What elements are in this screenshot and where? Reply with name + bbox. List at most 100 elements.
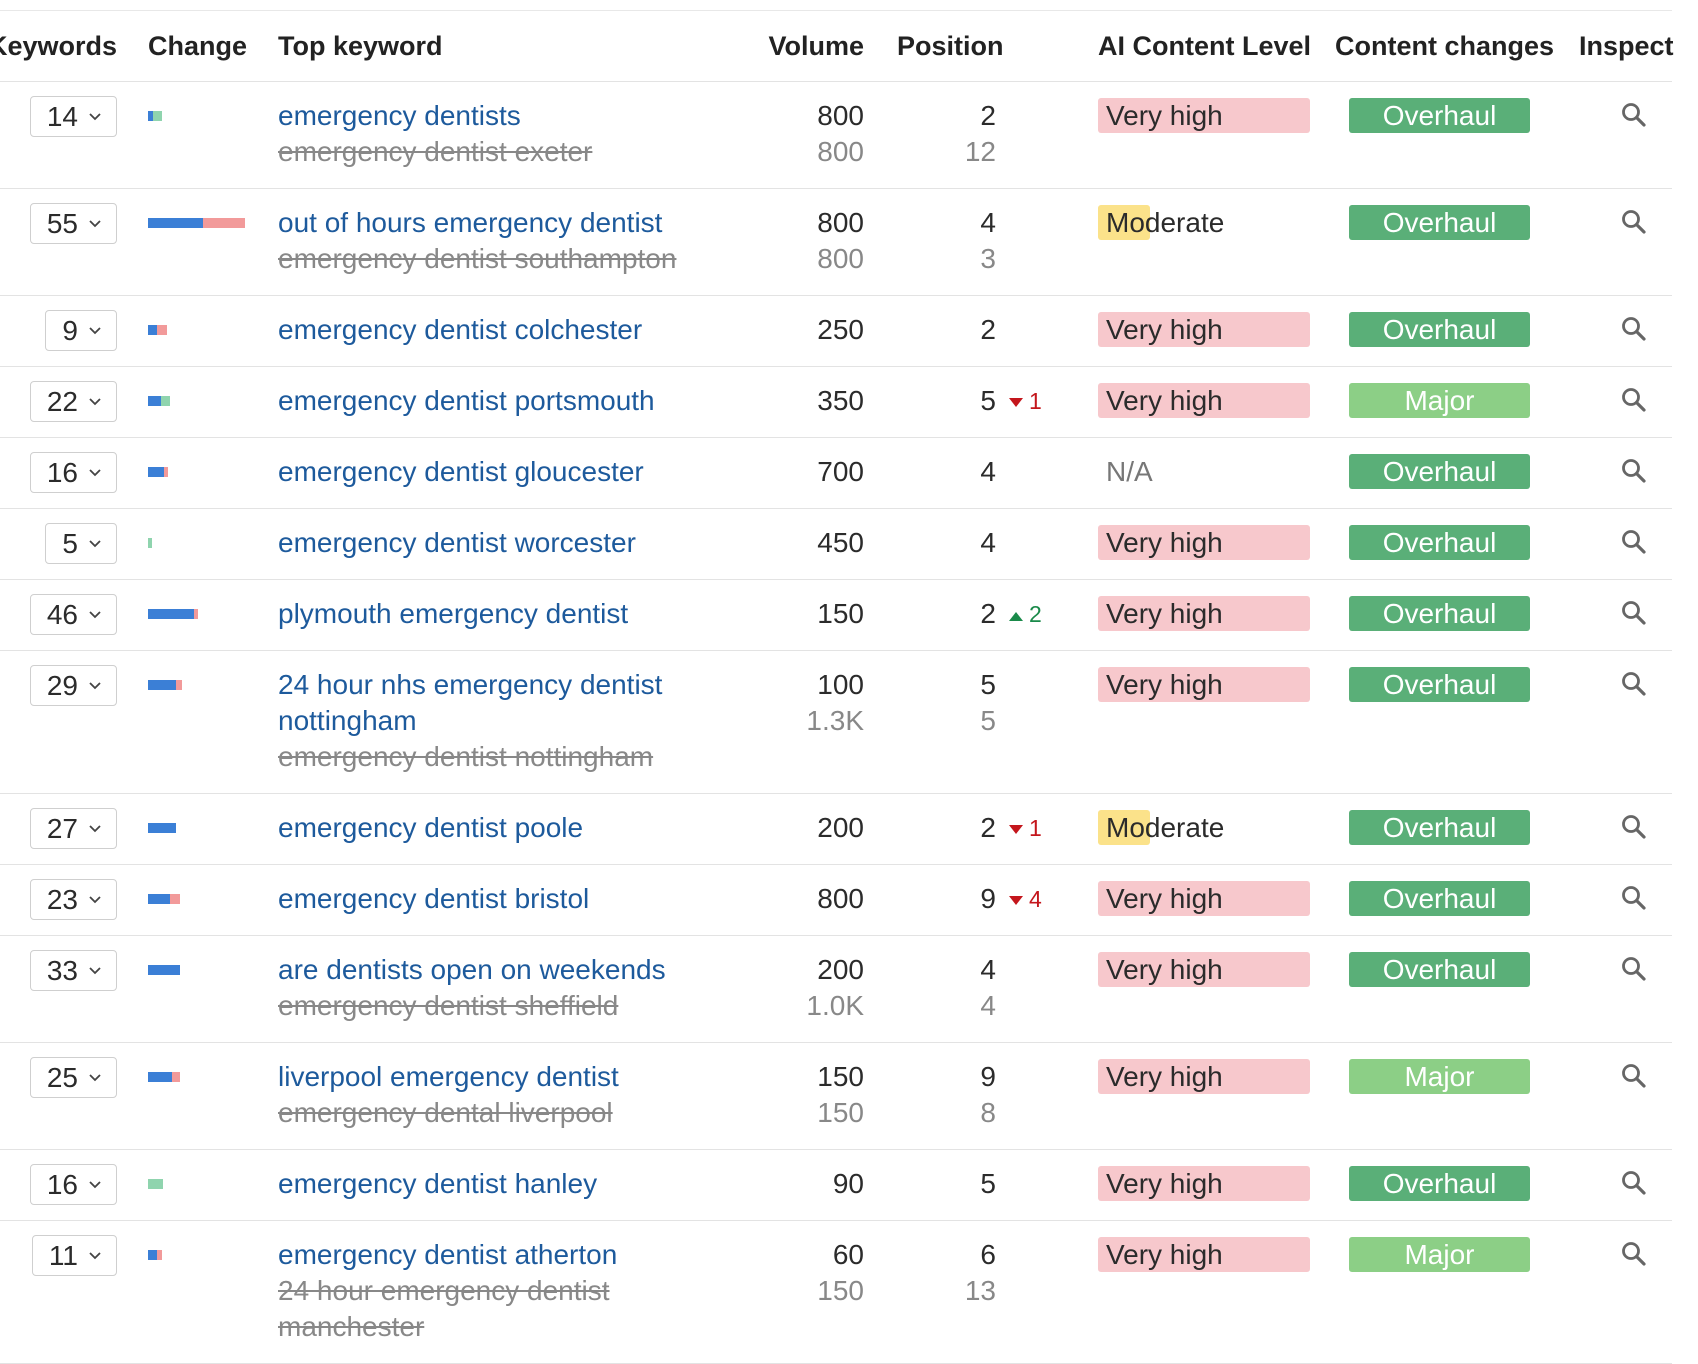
keywords-dropdown[interactable]: 14 xyxy=(29,96,117,137)
inspect-icon[interactable] xyxy=(1621,1063,1647,1089)
table-row: 11 emergency dentist atherton 24 hour emer… xyxy=(0,1221,1672,1364)
table-row: 27 emergency dentist poole 200 2 1 Moderate Ov… xyxy=(0,794,1672,865)
inspect-icon[interactable] xyxy=(1621,885,1647,911)
ai-level-text: Very high xyxy=(1106,1061,1223,1092)
position: 4 xyxy=(980,954,996,985)
keywords-dropdown[interactable]: 16 xyxy=(29,1164,117,1205)
change-bar xyxy=(148,1166,248,1202)
inspect-icon[interactable] xyxy=(1621,600,1647,626)
change-bar xyxy=(148,383,248,419)
keyword-link[interactable]: emergency dentist portsmouth xyxy=(278,385,655,416)
position-cell: 4 xyxy=(880,454,996,490)
position: 9 xyxy=(980,1061,996,1092)
table-row: 16 emergency dentist hanley 90 5 Very high Ov… xyxy=(0,1150,1672,1221)
inspect-icon[interactable] xyxy=(1621,956,1647,982)
keyword-link[interactable]: 24 hour nhs emergency dentist nottingham xyxy=(278,669,663,736)
inspect-icon[interactable] xyxy=(1621,1170,1647,1196)
change-arrow xyxy=(1009,612,1023,621)
keywords-dropdown[interactable]: 11 xyxy=(31,1235,117,1276)
keywords-count: 5 xyxy=(62,528,78,559)
inspect-icon[interactable] xyxy=(1621,102,1647,128)
keywords-dropdown[interactable]: 46 xyxy=(29,594,117,635)
change-arrow xyxy=(1009,896,1023,905)
keyword-link[interactable]: emergency dentist poole xyxy=(278,812,584,843)
ai-level-badge: N/A xyxy=(1098,454,1310,489)
content-changes-cell: Overhaul xyxy=(1349,205,1530,241)
keywords-dropdown[interactable]: 29 xyxy=(29,665,117,706)
ai-level-text: Moderate xyxy=(1106,812,1225,843)
chevron-icon xyxy=(89,397,101,405)
column-header: Top keyword xyxy=(278,31,443,61)
chevron-icon xyxy=(89,539,101,547)
keywords-dropdown[interactable]: 25 xyxy=(29,1057,117,1098)
keyword-link[interactable]: emergency dentist worcester xyxy=(278,527,636,558)
keywords-dropdown[interactable]: 27 xyxy=(29,808,117,849)
inspect-cell xyxy=(1621,1059,1661,1095)
volume: 800 xyxy=(817,100,864,131)
change-segment xyxy=(148,111,153,121)
inspect-icon[interactable] xyxy=(1621,387,1647,413)
volume: 150 xyxy=(817,1061,864,1092)
keywords-dropdown[interactable]: 23 xyxy=(29,879,117,920)
chevron-icon xyxy=(89,1251,101,1259)
ai-level-badge: Very high xyxy=(1098,1237,1310,1272)
keywords-dropdown[interactable]: 55 xyxy=(29,203,117,244)
keywords-dropdown[interactable]: 5 xyxy=(45,523,117,564)
keyword-link[interactable]: are dentists open on weekends xyxy=(278,954,666,985)
volume-cell: 200 xyxy=(730,810,864,846)
volume-cell: 60 150 xyxy=(730,1237,864,1309)
position-change-value: 1 xyxy=(1029,388,1042,414)
change-segment xyxy=(176,680,182,690)
keyword-link[interactable]: emergency dentist atherton xyxy=(278,1239,618,1270)
content-changes-cell: Major xyxy=(1349,1059,1530,1095)
keywords-count: 22 xyxy=(46,386,78,417)
column-header: Content changes xyxy=(1335,31,1555,61)
keyword-link[interactable]: plymouth emergency dentist xyxy=(278,598,629,629)
change-segment xyxy=(148,1072,172,1082)
content-changes-badge: Overhaul xyxy=(1349,312,1530,347)
keywords-dropdown[interactable]: 9 xyxy=(45,310,117,351)
ai-level-text: Moderate xyxy=(1106,207,1225,238)
inspect-icon[interactable] xyxy=(1621,1241,1647,1267)
keywords-cell: 55 xyxy=(0,203,117,244)
change-bar xyxy=(148,1059,248,1095)
position: 4 xyxy=(980,527,996,558)
content-changes-badge: Overhaul xyxy=(1349,667,1530,702)
keywords-cell: 9 xyxy=(0,310,117,351)
chevron-icon xyxy=(89,1073,101,1081)
inspect-icon[interactable] xyxy=(1621,316,1647,342)
previous-position: 3 xyxy=(980,243,996,274)
keyword-link[interactable]: emergency dentist hanley xyxy=(278,1168,598,1199)
keyword-link[interactable]: emergency dentist gloucester xyxy=(278,456,644,487)
keyword-link[interactable]: out of hours emergency dentist xyxy=(278,207,663,238)
previous-volume: 1.0K xyxy=(806,990,864,1021)
change-bar xyxy=(148,881,248,917)
keywords-dropdown[interactable]: 33 xyxy=(29,950,117,991)
inspect-icon[interactable] xyxy=(1621,209,1647,235)
inspect-icon[interactable] xyxy=(1621,671,1647,697)
ai-level-text: Very high xyxy=(1106,527,1223,558)
keywords-dropdown[interactable]: 22 xyxy=(29,381,117,422)
keywords-dropdown[interactable]: 16 xyxy=(29,452,117,493)
keyword-link[interactable]: emergency dentists xyxy=(278,100,521,131)
ai-content-level-cell: Very high xyxy=(1098,312,1310,348)
ai-content-level-cell: Very high xyxy=(1098,383,1310,419)
table-row: 29 24 hour nhs emergency dentist nottingh… xyxy=(0,651,1672,794)
keyword-link[interactable]: liverpool emergency dentist xyxy=(278,1061,619,1092)
volume-cell: 450 xyxy=(730,525,864,561)
inspect-icon[interactable] xyxy=(1621,529,1647,555)
content-changes-cell: Overhaul xyxy=(1349,1166,1530,1202)
chevron-icon xyxy=(89,681,101,689)
volume-cell: 800 xyxy=(730,881,864,917)
ai-content-level-cell: Very high xyxy=(1098,596,1310,632)
ai-content-level-cell: N/A xyxy=(1098,454,1310,490)
keyword-link[interactable]: emergency dentist bristol xyxy=(278,883,590,914)
keyword-link[interactable]: emergency dentist colchester xyxy=(278,314,643,345)
inspect-icon[interactable] xyxy=(1621,814,1647,840)
ai-level-text: Very high xyxy=(1106,1239,1223,1270)
inspect-icon[interactable] xyxy=(1621,458,1647,484)
ai-level-badge: Very high xyxy=(1098,98,1310,133)
position-cell: 5 xyxy=(880,1166,996,1202)
position-change: 1 xyxy=(1008,383,1042,419)
top-keyword-cell: 24 hour nhs emergency dentist nottingham… xyxy=(278,667,708,775)
